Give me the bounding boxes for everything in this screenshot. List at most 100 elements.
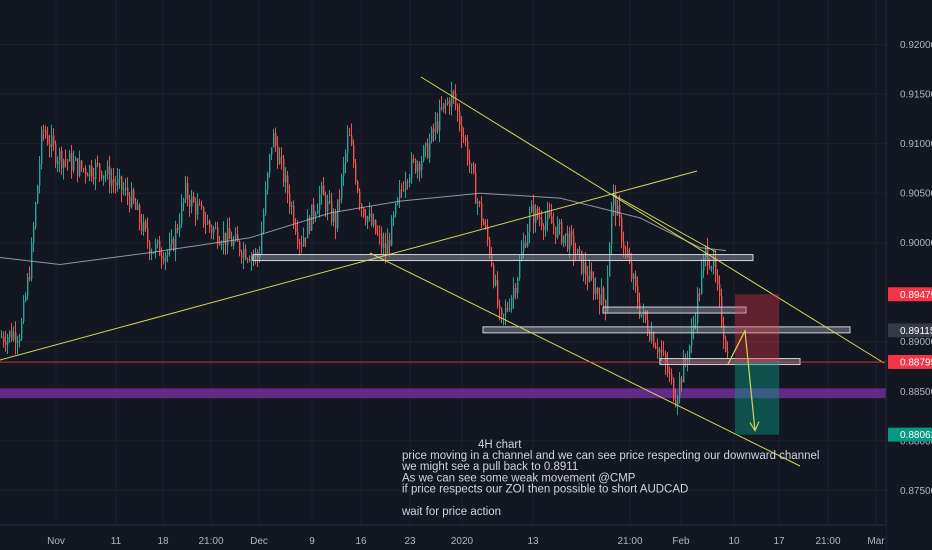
candle-body bbox=[619, 205, 621, 218]
candle-body bbox=[201, 204, 203, 207]
candle-body bbox=[147, 228, 149, 243]
annotation-line: if price respects our ZOI then possible … bbox=[402, 484, 688, 496]
candle-body bbox=[485, 225, 487, 227]
candle-body bbox=[417, 163, 419, 172]
candle-body bbox=[207, 221, 209, 225]
candle-body bbox=[39, 164, 41, 186]
candle-body bbox=[581, 251, 583, 274]
candle-body bbox=[547, 211, 549, 221]
candle-body bbox=[151, 253, 153, 255]
candle-body bbox=[567, 233, 569, 250]
candle-body bbox=[657, 348, 659, 353]
candle-body bbox=[237, 234, 239, 242]
candle-body bbox=[683, 357, 685, 383]
candle-body bbox=[601, 287, 603, 305]
candle-body bbox=[431, 128, 433, 142]
candle-body bbox=[519, 260, 521, 279]
candle-body bbox=[87, 174, 89, 177]
time-tick: 18 bbox=[157, 536, 169, 547]
price-label: 0.89479 bbox=[900, 290, 932, 301]
candle-body bbox=[139, 205, 141, 223]
candle-body bbox=[269, 154, 271, 173]
candle-body bbox=[245, 248, 247, 260]
candle-body bbox=[387, 240, 389, 255]
candle-body bbox=[645, 310, 647, 320]
candle-body bbox=[413, 158, 415, 160]
candle-body bbox=[361, 204, 363, 209]
candle-body bbox=[125, 187, 127, 190]
candle-body bbox=[497, 279, 499, 306]
candle-body bbox=[533, 205, 535, 224]
candle-body bbox=[265, 189, 267, 214]
candle-body bbox=[715, 258, 717, 276]
price-label-bg bbox=[888, 355, 932, 370]
candle-body bbox=[105, 174, 107, 176]
candle-body bbox=[365, 216, 367, 222]
candle-body bbox=[1, 336, 3, 338]
candle-body bbox=[101, 171, 103, 179]
candle-body bbox=[607, 276, 609, 311]
candle-body bbox=[629, 257, 631, 263]
candle-body bbox=[49, 144, 51, 148]
candle-body bbox=[301, 244, 303, 246]
candle-body bbox=[707, 247, 709, 266]
time-axis[interactable]: Nov 11 18 21:00 Dec 9 16 23 2020 13 21:00 Feb 10 17 21… bbox=[0, 524, 886, 550]
candle-body bbox=[499, 305, 501, 309]
candle-body bbox=[73, 160, 75, 171]
candle-body bbox=[537, 208, 539, 218]
candle-body bbox=[271, 147, 273, 155]
candle-body bbox=[303, 237, 305, 246]
candle-body bbox=[215, 227, 217, 229]
candle-body bbox=[47, 135, 49, 145]
trendline bbox=[611, 193, 717, 253]
candle-body bbox=[425, 143, 427, 148]
candle-body bbox=[469, 160, 471, 165]
candle-body bbox=[77, 158, 79, 176]
candle-body bbox=[149, 242, 151, 255]
candle-body bbox=[621, 217, 623, 243]
candle-body bbox=[561, 221, 563, 244]
candle-body bbox=[163, 258, 165, 262]
candle-body bbox=[247, 259, 249, 261]
candle-body bbox=[437, 121, 439, 131]
candle-body bbox=[117, 178, 119, 186]
candle-body bbox=[661, 349, 663, 353]
candle-body bbox=[337, 199, 339, 229]
candle-body bbox=[235, 234, 237, 241]
candle-body bbox=[377, 233, 379, 235]
candle-body bbox=[11, 331, 13, 340]
candle-body bbox=[455, 93, 457, 106]
time-tick: 10 bbox=[728, 536, 740, 547]
annotation-line: wait for price action bbox=[401, 506, 501, 518]
time-tick: Nov bbox=[47, 536, 65, 547]
candle-body bbox=[227, 228, 229, 245]
candle-body bbox=[173, 238, 175, 250]
candle-body bbox=[129, 196, 131, 207]
time-tick: 21:00 bbox=[198, 536, 223, 547]
candle-body bbox=[205, 223, 207, 225]
candle-body bbox=[249, 259, 251, 262]
candle-body bbox=[701, 270, 703, 294]
candle-body bbox=[585, 262, 587, 276]
candle-body bbox=[613, 190, 615, 205]
candle-body bbox=[109, 166, 111, 186]
candle-body bbox=[489, 239, 491, 255]
target-zone bbox=[735, 362, 779, 435]
candle-body bbox=[681, 378, 683, 383]
candle-body bbox=[241, 252, 243, 258]
candle-body bbox=[407, 181, 409, 183]
moving-average bbox=[0, 192, 727, 266]
candle-body bbox=[637, 286, 639, 304]
candle-body bbox=[159, 240, 161, 256]
candle-body bbox=[475, 172, 477, 204]
candle-body bbox=[67, 160, 69, 162]
candle-body bbox=[103, 175, 105, 179]
candle-body bbox=[305, 237, 307, 239]
candle-body bbox=[507, 308, 509, 310]
candle-body bbox=[291, 205, 293, 208]
candle-body bbox=[465, 138, 467, 141]
